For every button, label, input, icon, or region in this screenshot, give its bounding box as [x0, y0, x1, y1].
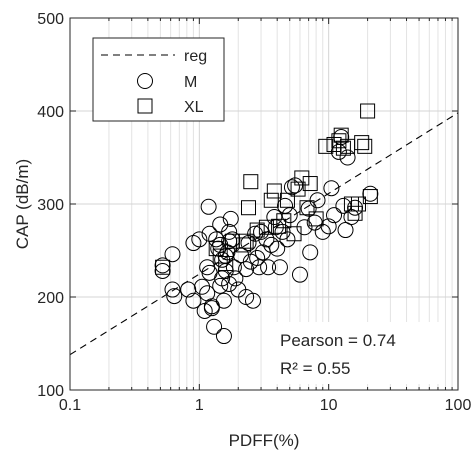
point-xl	[238, 233, 254, 249]
point-xl	[308, 211, 324, 227]
point-xl	[360, 103, 376, 119]
point-xl	[290, 181, 306, 197]
point-m	[191, 231, 208, 248]
y-tick-label: 100	[37, 383, 64, 400]
point-m	[258, 231, 275, 248]
point-m	[212, 277, 229, 294]
legend-box	[92, 37, 225, 122]
x-tick-label: 100	[445, 397, 472, 414]
legend-circle-marker	[137, 73, 153, 89]
point-m	[233, 247, 250, 264]
x-tick-label: 0.1	[59, 397, 81, 414]
point-m	[343, 209, 360, 226]
point-xl	[155, 259, 171, 275]
point-m	[206, 318, 223, 335]
point-xl	[318, 138, 334, 154]
point-m	[221, 275, 238, 292]
point-xl	[302, 176, 318, 192]
point-m	[185, 292, 202, 309]
point-m	[215, 292, 232, 309]
point-m	[291, 266, 308, 283]
point-m	[180, 281, 197, 298]
point-xl	[286, 226, 302, 242]
point-xl	[354, 135, 370, 151]
point-m	[251, 259, 268, 276]
point-m	[339, 149, 356, 166]
point-m	[227, 270, 244, 287]
legend-label-m: M	[184, 74, 197, 91]
y-axis-label: CAP (dB/m)	[13, 159, 32, 249]
point-m	[266, 209, 283, 226]
point-xl	[279, 192, 295, 208]
point-m	[221, 223, 238, 240]
point-m	[245, 292, 262, 309]
point-m	[347, 199, 364, 216]
x-tick-label: 1	[195, 397, 204, 414]
stats-box: Pearson = 0.74 R² = 0.55	[274, 322, 442, 384]
point-xl	[218, 256, 234, 272]
point-xl	[276, 213, 292, 229]
legend-label-xl: XL	[184, 99, 204, 116]
point-m	[225, 259, 242, 276]
point-m	[164, 281, 181, 298]
point-m	[249, 249, 266, 266]
point-xl	[294, 170, 310, 186]
pearson-annotation: Pearson = 0.74	[280, 331, 396, 350]
point-xl	[335, 140, 351, 156]
point-xl	[333, 127, 349, 143]
r-squared-annotation: R² = 0.55	[280, 359, 350, 378]
x-axis-label: PDFF(%)	[229, 431, 300, 450]
y-tick-label: 500	[37, 11, 64, 28]
point-xl	[266, 183, 282, 199]
y-tick-label: 400	[37, 104, 64, 121]
point-m	[260, 259, 277, 276]
point-xl	[236, 237, 252, 253]
point-m	[200, 198, 217, 215]
point-xl	[243, 174, 259, 190]
point-m	[323, 180, 340, 197]
point-m	[166, 288, 183, 305]
point-xl	[249, 222, 265, 238]
legend-square-marker	[137, 98, 153, 114]
y-tick-label: 300	[37, 197, 64, 214]
point-xl	[258, 219, 274, 235]
point-xl	[347, 205, 363, 221]
point-m	[222, 210, 239, 227]
legend-label-reg: reg	[184, 48, 207, 65]
data-points	[154, 103, 379, 345]
point-m	[240, 235, 257, 252]
point-m	[277, 197, 294, 214]
point-m	[194, 278, 211, 295]
point-m	[337, 222, 354, 239]
legend: reg M XL	[92, 37, 225, 122]
point-m	[271, 259, 288, 276]
stats-box-background	[274, 322, 442, 384]
point-m	[283, 179, 300, 196]
point-m	[215, 328, 232, 345]
point-m	[203, 300, 220, 317]
point-m	[269, 240, 286, 257]
point-xl	[263, 192, 279, 208]
point-xl	[271, 218, 287, 234]
point-xl	[350, 196, 366, 212]
point-xl	[299, 200, 315, 216]
y-tick-label: 200	[37, 290, 64, 307]
point-xl	[357, 138, 373, 154]
axis-ticks: 0.1 1 10 100 100 200 300 400 500	[37, 11, 471, 414]
x-tick-label: 10	[320, 397, 338, 414]
point-m	[208, 231, 225, 248]
point-xl	[241, 200, 257, 216]
point-m	[326, 207, 343, 224]
point-m	[164, 246, 181, 263]
point-m	[302, 244, 319, 261]
